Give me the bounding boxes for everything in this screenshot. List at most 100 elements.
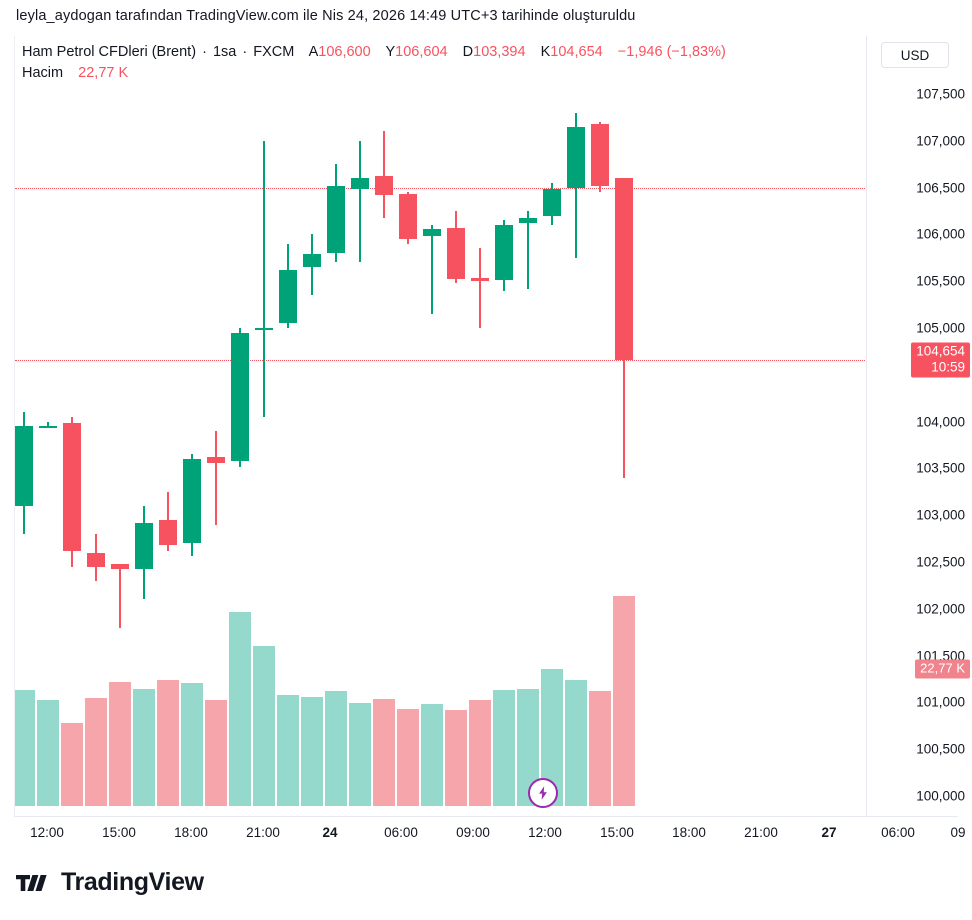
legend-change-absolute: −1,946 [617,44,663,60]
price-tick-label: 107,500 [916,86,965,102]
volume-bar [589,691,611,806]
price-tick-label: 105,000 [916,320,965,336]
candle-wick [359,140,361,263]
volume-bar [373,698,395,806]
tradingview-wordmark: TradingView [61,868,204,896]
price-tick-label: 102,500 [916,554,965,570]
candle-body [471,278,489,282]
candle-wick [479,248,481,328]
volume-bar [181,683,203,806]
candle-body [183,459,201,544]
candle-wick [215,430,217,525]
price-tick-label: 107,000 [916,133,965,149]
price-gridline [15,360,866,362]
time-tick-label: 09:00 [456,825,490,840]
volume-bar [349,702,371,806]
last-price-countdown: 10:59 [931,359,965,375]
time-tick-label: 12:00 [528,825,562,840]
volume-bar [15,689,35,806]
candle-body [303,254,321,268]
price-tick-label: 100,000 [916,788,965,804]
legend-interval[interactable]: 1sa [212,44,237,60]
volume-bar [565,680,587,806]
candle-body [39,426,57,429]
volume-bar [493,689,515,806]
legend-open-value: 106,600 [318,44,371,60]
candle-body [87,552,105,567]
candle-body [231,332,249,461]
time-tick-label: 15:00 [102,825,136,840]
time-tick-label: 12:00 [30,825,64,840]
candle-body [159,519,177,546]
legend-close-label: K [540,44,551,60]
candle-body [567,126,585,188]
time-tick-label: 24 [322,825,338,840]
volume-bar [37,699,59,806]
volume-bar [85,697,107,806]
volume-bar [133,688,155,806]
attribution-text: leyla_aydogan tarafından TradingView.com… [16,8,636,24]
legend-separator-1: · [202,44,207,60]
candle-body [615,178,633,361]
time-scale[interactable]: 12:00 15:00 18:00 21:00 24 06:00 09:00 12:00 15:… [14,816,966,850]
tradingview-logo: TradingView [16,868,204,897]
price-tick-label: 101,000 [916,694,965,710]
candle-body [495,225,513,281]
chart-plot-area[interactable] [14,36,866,810]
price-tick-label: 104,000 [916,414,965,430]
last-price-value: 104,654 [916,343,965,359]
candle-wick [431,225,433,314]
tradingview-logo-icon [16,874,47,891]
volume-bar [109,682,131,806]
candle-wick [527,211,529,289]
candle-body [519,217,537,224]
time-tick-label: 21:00 [744,825,778,840]
lightning-bolt-icon [539,786,547,800]
legend-separator-2: · [242,44,248,60]
candle-wick [47,421,49,427]
time-tick-label: 15:00 [600,825,634,840]
legend-volume-value: 22,77 K [78,65,129,81]
price-scale[interactable]: USD 107,500 107,000 106,500 106,000 105,500 1… [866,36,972,816]
volume-bar [301,697,323,806]
lightning-bolt-badge[interactable] [528,778,558,808]
legend-change-percent: (−1,83%) [666,44,726,60]
legend-symbol-title[interactable]: Ham Petrol CFDleri (Brent) [22,44,197,60]
legend-close-value: 104,654 [550,44,603,60]
volume-bar [445,709,467,806]
legend-volume-row: Hacim 22,77 K [22,63,726,84]
volume-bar [517,688,539,806]
volume-bar [469,699,491,806]
price-tick-label: 101,500 [916,648,965,664]
price-tick-label: 103,000 [916,507,965,523]
candle-body [207,457,225,463]
candle-body [327,185,345,254]
price-tick-label: 106,000 [916,226,965,242]
price-tick-label: 102,000 [916,601,965,617]
legend-open-label: A [308,44,319,60]
time-tick-label: 06:00 [881,825,915,840]
volume-bar [229,612,251,806]
price-tick-label: 103,500 [916,460,965,476]
volume-bar [397,709,419,806]
time-tick-label: 18:00 [174,825,208,840]
volume-bar [61,722,83,806]
candle-body [15,426,33,506]
price-gridline [15,187,866,189]
volume-bar [421,704,443,806]
candle-wick [263,140,265,417]
legend-high-value: 106,604 [395,44,448,60]
candle-body [447,227,465,280]
volume-bar [325,690,347,806]
time-tick-label: 21:00 [246,825,280,840]
legend-ohlc-row: Ham Petrol CFDleri (Brent) · 1sa · FXCM … [22,42,726,63]
time-tick-label: 09 [950,825,966,840]
volume-bar [157,680,179,806]
legend-high-label: Y [385,44,396,60]
legend-exchange: FXCM [253,44,295,60]
currency-button[interactable]: USD [881,42,949,68]
volume-bar [277,695,299,806]
price-tick-label: 100,500 [916,741,965,757]
candle-body [351,178,369,190]
